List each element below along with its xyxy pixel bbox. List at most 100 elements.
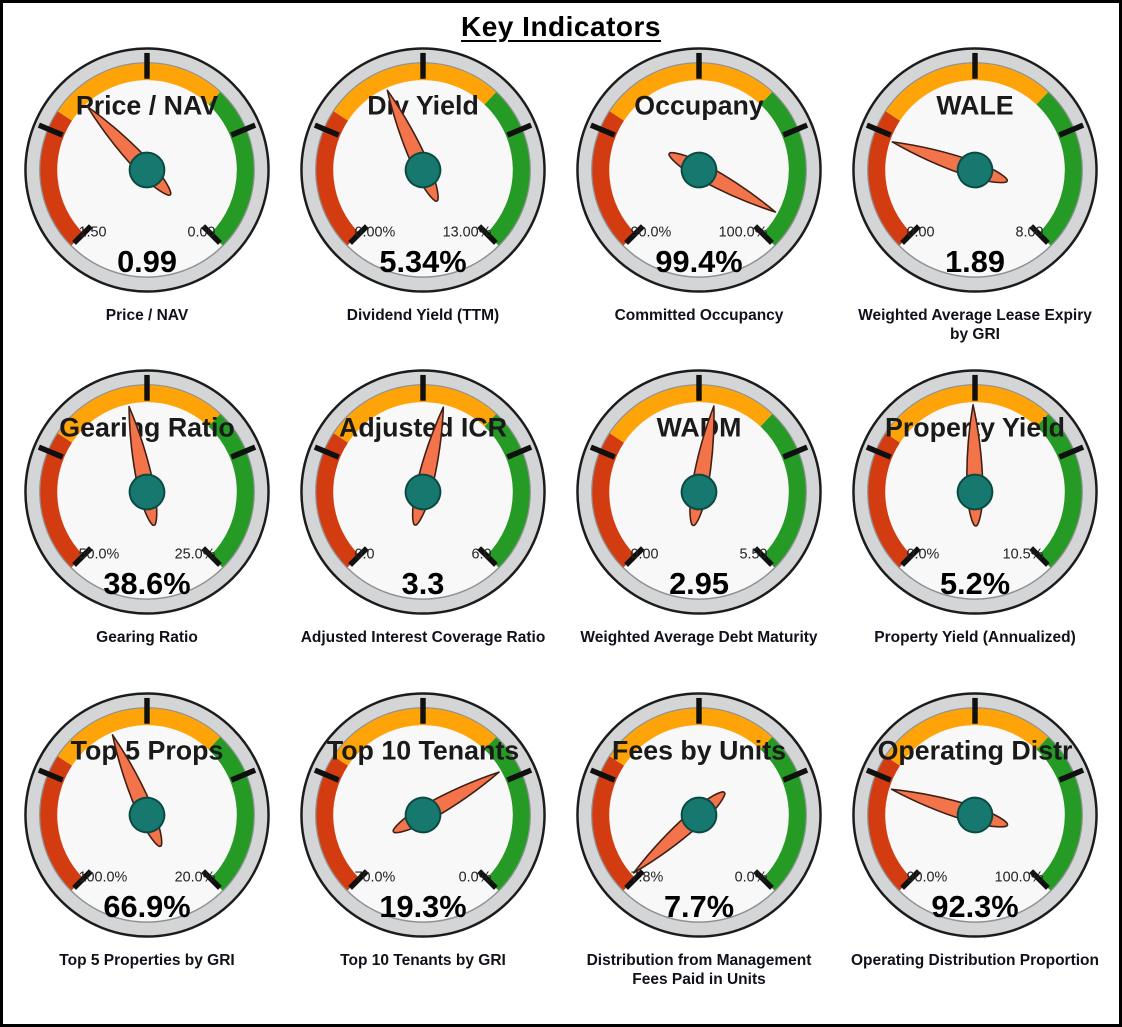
gauge-value: 3.3	[402, 567, 445, 602]
gauge-needle	[111, 733, 166, 847]
gauge-needle	[680, 405, 718, 527]
gauge-tick-upper-left	[313, 767, 340, 783]
gauge-tick-left-end	[624, 224, 645, 245]
gauge-arc-orange	[885, 707, 1049, 766]
gauge-arc-green	[208, 92, 254, 246]
gauge-right-label: 13.00%	[443, 224, 492, 240]
gauge-right-label: 8.00	[1015, 224, 1043, 240]
gauge-tick-upper-right	[506, 767, 533, 783]
gauge-tick-upper-right	[782, 122, 809, 138]
gauge-card: WADM 0.00 5.50 2.95 Weighted Average Deb…	[561, 367, 837, 689]
gauge-dial[interactable]: Top 10 Tenants 70.0% 0.0% 19.3%	[298, 690, 548, 940]
gauge-left-label: 0.0	[355, 547, 375, 563]
gauge-tick-right-end	[1029, 224, 1050, 245]
gauge-arc-green	[208, 414, 254, 568]
gauge-arc-orange	[57, 63, 221, 121]
gauge-dial[interactable]: Occupany 90.0% 100.0% 99.4%	[574, 45, 824, 295]
gauge-dial[interactable]: WALE 0.00 8.00 1.89	[850, 45, 1100, 295]
gauge-card: WALE 0.00 8.00 1.89 Weighted Average Lea…	[837, 45, 1113, 367]
gauge-value: 5.34%	[379, 244, 466, 279]
gauge-arc-orange	[333, 385, 497, 444]
gauge-tick-right-end	[753, 546, 774, 568]
gauge-right-label: 100.0%	[995, 869, 1044, 885]
gauge-left-label: 90.0%	[907, 869, 948, 885]
gauge-tick-right-end	[477, 224, 498, 245]
gauge-left-label: 0.00	[907, 224, 935, 240]
gauge-right-label: 25.0%	[175, 547, 216, 563]
gauge-arc-green	[760, 736, 806, 891]
gauge-value: 38.6%	[103, 567, 190, 602]
gauge-value: 1.89	[945, 244, 1005, 279]
gauge-value: 92.3%	[931, 889, 1018, 924]
gauge-tick-upper-right	[782, 767, 809, 783]
gauge-hub	[128, 796, 166, 834]
gauge-tick-upper-right	[506, 444, 533, 460]
gauge-dial[interactable]: WADM 0.00 5.50 2.95	[574, 367, 824, 617]
gauge-dial[interactable]: Operating Distr 90.0% 100.0% 92.3%	[850, 690, 1100, 940]
gauge-needle	[128, 406, 166, 527]
gauge-hub	[404, 151, 442, 189]
gauge-card: Top 10 Tenants 70.0% 0.0% 19.3% Top 10 T…	[285, 690, 561, 1012]
gauge-tick-upper-right	[1058, 122, 1085, 138]
gauge-arc-green	[1036, 414, 1082, 568]
gauge-tick-upper-left	[865, 767, 892, 783]
gauge-caption: Dividend Yield (TTM)	[346, 307, 500, 324]
gauge-hub	[956, 151, 994, 189]
gauge-needle	[956, 404, 994, 528]
gauge-tick-upper-left	[313, 122, 340, 138]
gauge-left-label: 90.0%	[631, 224, 672, 240]
gauge-dial[interactable]: Adjusted ICR 0.0 6.0 3.3	[298, 367, 548, 617]
gauge-caption: Weighted Average Debt Maturity	[580, 629, 818, 647]
gauge-tick-left-end	[900, 546, 921, 568]
gauge-caption: Operating Distribution Proportion	[851, 951, 1099, 969]
gauge-value: 7.7%	[664, 889, 734, 924]
gauge-caption: Distribution from Management Fees Paid i…	[586, 951, 812, 989]
gauge-arc-orange	[333, 63, 497, 121]
gauge-tick-upper-left	[37, 444, 64, 460]
gauge-tick-upper-left	[589, 767, 616, 783]
gauge-tick-upper-left	[865, 444, 892, 460]
gauge-right-label: 20.0%	[175, 869, 216, 885]
gauge-arc-green	[484, 92, 530, 246]
gauge-value: 66.9%	[103, 889, 190, 924]
gauge-hub	[956, 473, 994, 511]
gauge-value: 0.99	[117, 244, 177, 279]
gauge-dial[interactable]: Top 5 Props 100.0% 20.0% 66.9%	[22, 690, 272, 940]
gauge-arc-green	[484, 414, 530, 568]
gauge-tick-right-end	[477, 546, 498, 568]
gauge-tick-right-end	[201, 224, 222, 245]
gauge-dial[interactable]: Fees by Units 7.8% 0.0% 7.7%	[574, 690, 824, 940]
gauge-needle	[891, 141, 1009, 189]
gauge-arc-green	[1036, 736, 1082, 891]
gauge-hub	[128, 473, 166, 511]
gauge-tick-right-end	[1029, 546, 1050, 568]
gauge-caption: Weighted Average Lease Expiry by GRI	[858, 307, 1092, 344]
gauge-arc-orange	[57, 385, 221, 444]
gauge-arc-green	[760, 414, 806, 568]
gauge-tick-upper-right	[230, 444, 257, 460]
gauge-tick-left-end	[72, 546, 93, 568]
gauge-tick-right-end	[753, 868, 774, 890]
gauge-left-label: 0.00	[631, 547, 659, 563]
gauge-dial[interactable]: Div Yield 0.00% 13.00% 5.34%	[298, 45, 548, 295]
gauge-hub	[956, 796, 994, 834]
gauge-title: Adjusted ICR	[339, 413, 507, 443]
gauge-tick-left-end	[348, 546, 369, 568]
gauge-dial[interactable]: Price / NAV 1.50 0.00 0.99	[22, 45, 272, 295]
gauge-tick-right-end	[201, 546, 222, 568]
gauge-card: Operating Distr 90.0% 100.0% 92.3% Opera…	[837, 690, 1113, 1012]
gauge-dial[interactable]: Property Yield 0.0% 10.5% 5.2%	[850, 367, 1100, 617]
gauge-needle	[632, 790, 726, 874]
gauge-title: WADM	[657, 413, 742, 443]
page-title: Key Indicators	[461, 11, 661, 42]
gauge-arc-green	[760, 92, 806, 246]
gauge-tick-left-end	[624, 868, 645, 890]
gauge-left-label: 70.0%	[355, 869, 396, 885]
gauge-tick-upper-left	[589, 444, 616, 460]
gauge-tick-upper-left	[313, 444, 340, 460]
gauge-caption: Adjusted Interest Coverage Ratio	[300, 629, 546, 647]
gauge-hub	[680, 151, 718, 189]
gauge-caption: Price / NAV	[105, 307, 189, 324]
gauge-title: Occupany	[634, 90, 764, 120]
gauge-dial[interactable]: Gearing Ratio 50.0% 25.0% 38.6%	[22, 367, 272, 617]
